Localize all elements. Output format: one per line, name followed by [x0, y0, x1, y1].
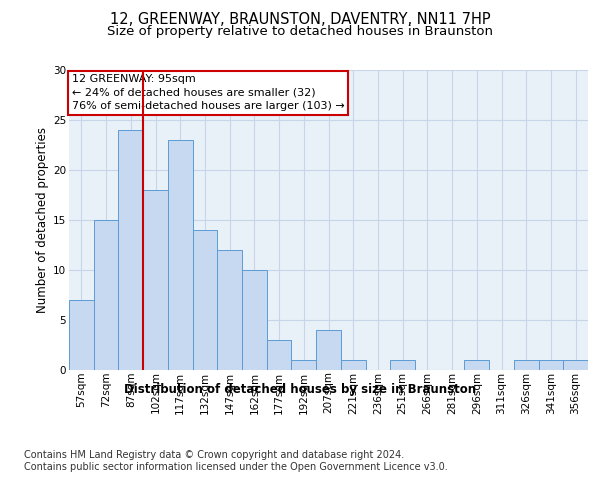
- Bar: [514, 360, 539, 370]
- Bar: [118, 130, 143, 370]
- Bar: [316, 330, 341, 370]
- Bar: [69, 300, 94, 370]
- Bar: [94, 220, 118, 370]
- Bar: [267, 340, 292, 370]
- Bar: [390, 360, 415, 370]
- Bar: [242, 270, 267, 370]
- Text: 12, GREENWAY, BRAUNSTON, DAVENTRY, NN11 7HP: 12, GREENWAY, BRAUNSTON, DAVENTRY, NN11 …: [110, 12, 490, 28]
- Text: Contains HM Land Registry data © Crown copyright and database right 2024.: Contains HM Land Registry data © Crown c…: [24, 450, 404, 460]
- Y-axis label: Number of detached properties: Number of detached properties: [36, 127, 49, 313]
- Text: Contains public sector information licensed under the Open Government Licence v3: Contains public sector information licen…: [24, 462, 448, 472]
- Text: Size of property relative to detached houses in Braunston: Size of property relative to detached ho…: [107, 25, 493, 38]
- Bar: [143, 190, 168, 370]
- Bar: [292, 360, 316, 370]
- Bar: [464, 360, 489, 370]
- Bar: [563, 360, 588, 370]
- Bar: [539, 360, 563, 370]
- Bar: [341, 360, 365, 370]
- Bar: [217, 250, 242, 370]
- Bar: [193, 230, 217, 370]
- Text: Distribution of detached houses by size in Braunston: Distribution of detached houses by size …: [124, 382, 476, 396]
- Bar: [168, 140, 193, 370]
- Text: 12 GREENWAY: 95sqm
← 24% of detached houses are smaller (32)
76% of semi-detache: 12 GREENWAY: 95sqm ← 24% of detached hou…: [71, 74, 344, 111]
